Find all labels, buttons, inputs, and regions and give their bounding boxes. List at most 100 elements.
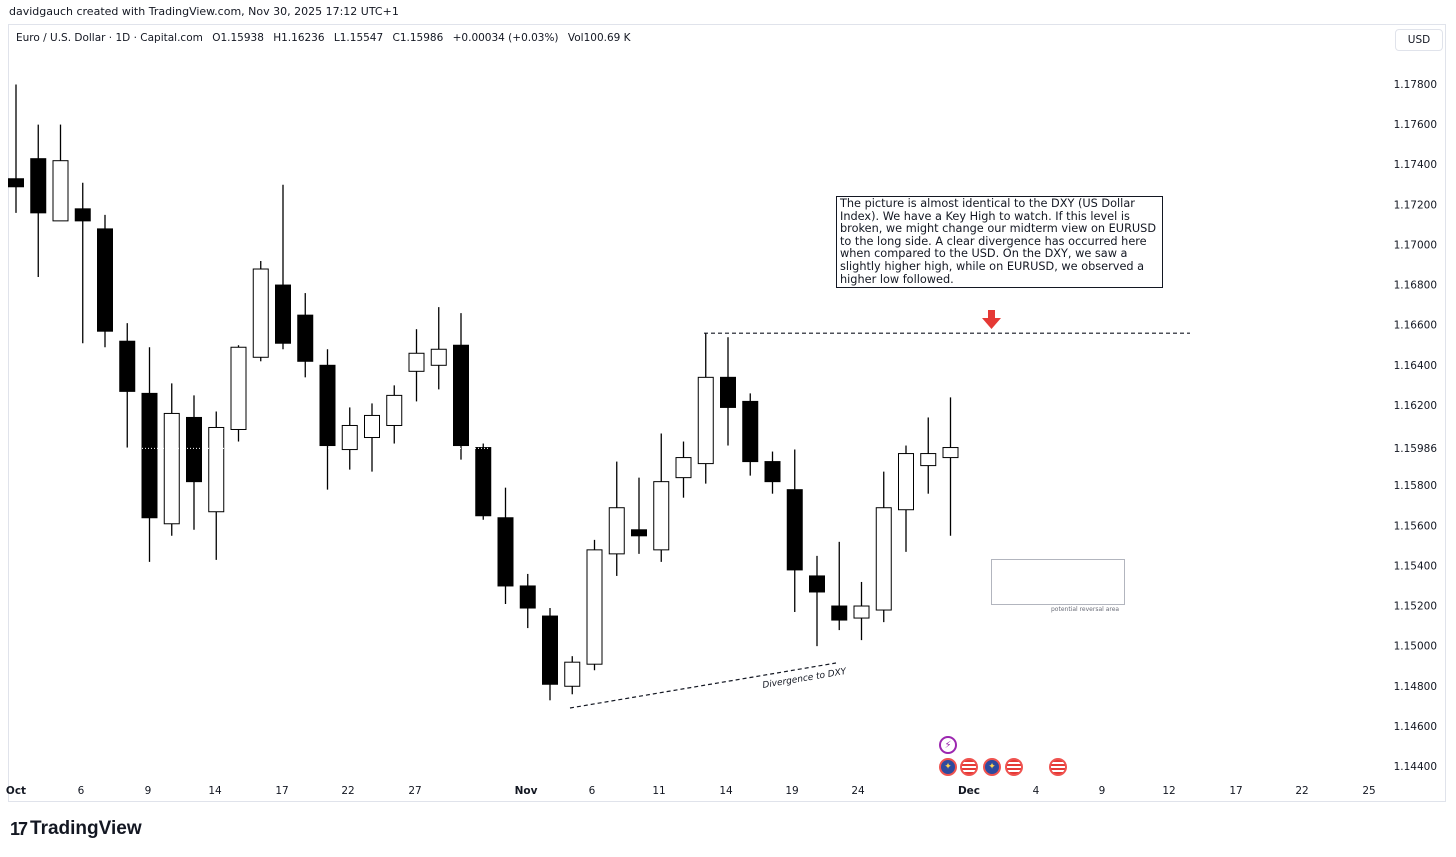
candle-body: [831, 605, 848, 621]
time-tick-label: 14: [719, 785, 733, 797]
time-tick-label: Dec: [958, 785, 980, 797]
time-tick-label: Nov: [515, 785, 538, 797]
candle: [586, 539, 603, 671]
candle-body: [430, 348, 447, 366]
price-tick-label: 1.14600: [1394, 721, 1437, 733]
candle: [275, 184, 291, 350]
candle-body: [809, 575, 825, 593]
candle-body: [697, 376, 714, 465]
reversal-area-label: potential reversal area: [1051, 606, 1120, 613]
time-tick-label: 22: [1295, 785, 1308, 797]
time-tick-label: 11: [652, 785, 665, 797]
price-tick-label: 1.15200: [1394, 601, 1437, 613]
chart-credit: davidgauch created with TradingView.com,…: [9, 5, 399, 18]
ohlc-close: C1.15986: [392, 32, 444, 44]
candle: [364, 403, 380, 472]
candle: [8, 84, 24, 213]
candle: [519, 573, 536, 629]
candle-body: [898, 453, 914, 511]
price-tick-label: 1.17000: [1394, 239, 1437, 251]
candle-body: [720, 376, 736, 408]
candle: [875, 471, 892, 623]
candle-body: [386, 394, 403, 426]
candle: [697, 333, 714, 484]
currency-button[interactable]: USD: [1395, 29, 1443, 51]
candle-body: [275, 284, 291, 344]
candle: [163, 383, 180, 536]
candle-body: [564, 661, 581, 687]
eu-flag-icon[interactable]: ✦: [983, 758, 1001, 776]
candle-body: [8, 178, 24, 188]
symbol-legend: Euro / U.S. Dollar · 1D · Capital.com O1…: [16, 32, 637, 44]
candle-body: [230, 346, 247, 430]
eu-flag-icon[interactable]: ✦: [939, 758, 957, 776]
chart-frame: [8, 24, 1446, 802]
candle-body: [942, 447, 959, 459]
candle: [119, 323, 136, 448]
candles-layer: [8, 84, 959, 701]
price-tick-label: 1.16600: [1394, 320, 1437, 332]
price-tick-label: 1.15600: [1394, 520, 1437, 532]
candle-body: [875, 507, 892, 611]
price-tick-label: 1.15400: [1394, 560, 1437, 572]
candle: [52, 124, 69, 222]
down-arrow-icon: [982, 310, 1001, 329]
candle-body: [542, 615, 558, 685]
divergence-label: Divergence to DXY: [762, 667, 849, 691]
candle: [341, 407, 358, 470]
tradingview-logo[interactable]: 17 TradingView: [10, 818, 142, 840]
time-tick-label: 12: [1162, 785, 1175, 797]
candle: [208, 411, 225, 560]
candle-body: [141, 392, 158, 519]
candle: [542, 608, 558, 701]
candle-body: [764, 461, 781, 483]
candle: [720, 337, 736, 446]
lightning-icon[interactable]: ⚡: [939, 736, 957, 754]
time-tick-label: 24: [851, 785, 865, 797]
candle-body: [364, 414, 380, 439]
candle-body: [297, 314, 314, 362]
candle-body: [608, 507, 625, 555]
us-flag-icon[interactable]: [1049, 758, 1067, 776]
candle-body: [631, 529, 647, 537]
us-flag-icon[interactable]: [960, 758, 978, 776]
candle: [297, 293, 314, 378]
candle: [564, 656, 581, 695]
candle-body: [341, 424, 358, 451]
annotation-note[interactable]: The picture is almost identical to the D…: [836, 196, 1163, 288]
price-tick-label: 1.17800: [1394, 79, 1437, 91]
candle-body: [519, 585, 536, 609]
logo-text: TradingView: [30, 818, 142, 839]
price-tick-label: 1.17200: [1394, 199, 1437, 211]
candle-body: [74, 208, 91, 222]
price-tick-label: 1.16800: [1394, 280, 1437, 292]
candle: [386, 385, 403, 444]
candle: [831, 541, 848, 631]
ohlc-change: +0.00034 (+0.03%): [452, 32, 559, 44]
candle-body: [319, 364, 336, 447]
candle: [97, 214, 113, 348]
candle: [475, 443, 492, 520]
candle-body: [30, 158, 47, 214]
candle: [608, 461, 625, 576]
time-tick-label: 6: [78, 785, 85, 797]
time-axis: Oct 6 9 14 17 22 27 Nov 6 11 14 19 24 Dec 4 9 12 17 22 25: [6, 785, 1376, 797]
time-tick-label: 17: [275, 785, 288, 797]
candle-body: [208, 426, 225, 513]
candle: [453, 313, 469, 460]
time-tick-label: 14: [208, 785, 222, 797]
time-tick-label: 19: [785, 785, 798, 797]
time-tick-label: 17: [1229, 785, 1242, 797]
symbol-title[interactable]: Euro / U.S. Dollar · 1D · Capital.com: [16, 32, 203, 44]
time-tick-label: Oct: [6, 785, 26, 797]
price-tick-label: 1.15800: [1394, 480, 1437, 492]
candle: [141, 347, 158, 562]
price-axis: 1.17800 1.17600 1.17400 1.17200 1.17000 1.168…: [1394, 79, 1438, 773]
candle: [942, 397, 959, 536]
reversal-area-box[interactable]: [991, 559, 1125, 605]
us-flag-icon[interactable]: [1005, 758, 1023, 776]
candle-body: [475, 447, 492, 517]
candle: [74, 182, 91, 344]
candle: [408, 329, 425, 402]
